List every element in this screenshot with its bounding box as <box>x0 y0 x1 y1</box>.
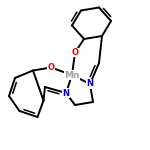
Text: Mn: Mn <box>64 70 80 80</box>
Text: O: O <box>48 63 54 72</box>
Text: N: N <box>63 88 69 98</box>
Text: O: O <box>72 48 78 57</box>
Text: N: N <box>87 80 93 88</box>
